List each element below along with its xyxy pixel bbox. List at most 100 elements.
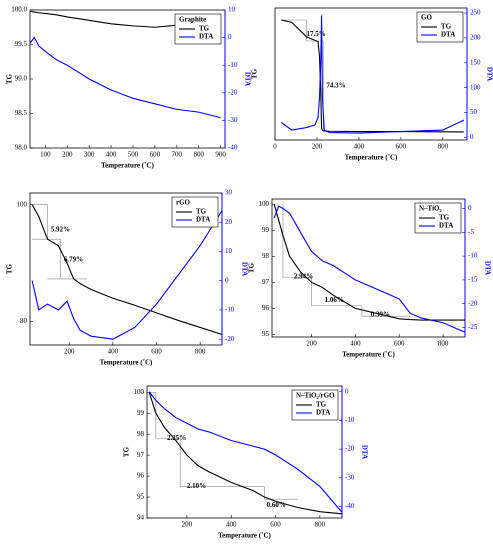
y-tick-label: 99 [137, 409, 145, 417]
y-tick-label: 97 [262, 278, 270, 286]
y2-tick-label: 0 [345, 387, 349, 395]
x-tick-label: 800 [438, 143, 449, 151]
y-axis-label: TG [123, 446, 131, 457]
x-tick-label: 300 [84, 151, 95, 159]
x-tick-label: 0 [273, 143, 277, 151]
y-axis-label: TG [6, 73, 14, 84]
x-tick-label: 600 [394, 340, 405, 348]
x-tick-label: 400 [226, 521, 237, 529]
annotation: 5.92% [51, 225, 70, 233]
x-axis-label: Temperature (˚C) [218, 532, 271, 540]
y2-axis-label: DTA [360, 445, 368, 459]
legend-title: Graphite [179, 16, 206, 24]
y2-tick-label: -25 [468, 323, 478, 331]
y-tick-label: 100 [259, 200, 270, 208]
x-tick-label: 200 [182, 521, 193, 529]
annotation: 2.10% [187, 482, 206, 490]
y2-tick-label: 150 [470, 58, 481, 66]
y2-tick-label: -5 [468, 228, 474, 236]
x-tick-label: 600 [270, 521, 281, 529]
legend-title: N–TiO₂/rGO [296, 392, 335, 400]
x-tick-label: 200 [312, 143, 323, 151]
x-tick-label: 600 [396, 143, 407, 151]
x-tick-label: 800 [193, 151, 204, 159]
series-line [148, 392, 343, 515]
x-tick-label: 500 [128, 151, 139, 159]
legend-label: TG [196, 208, 207, 216]
y2-axis-label: DTA [483, 261, 491, 275]
y2-tick-label: 250 [470, 9, 481, 17]
series-line [31, 210, 223, 340]
legend-label: TG [199, 25, 210, 33]
legend-label: DTA [196, 216, 210, 224]
y-tick-label: 100 [134, 388, 145, 396]
y2-tick-label: 200 [470, 33, 481, 41]
y2-tick-label: -10 [345, 416, 355, 424]
x-axis-label: Temperature (˚C) [100, 359, 153, 367]
x-tick-label: 200 [306, 340, 317, 348]
y-tick-label: 97 [137, 451, 145, 459]
annotation: 1.06% [325, 296, 344, 304]
series-line [29, 36, 221, 119]
x-tick-label: 600 [151, 348, 162, 356]
x-axis-label: Temperature (˚C) [101, 162, 154, 170]
y2-tick-label: -40 [228, 144, 238, 152]
y-tick-label: 98 [262, 252, 270, 260]
y2-tick-label: -20 [345, 445, 355, 453]
annotation: 74.3% [326, 82, 345, 90]
legend-label: DTA [316, 409, 330, 417]
annotation: 6.79% [64, 255, 83, 263]
y2-tick-label: 10 [225, 247, 233, 255]
y-tick-label: 100 [17, 200, 28, 208]
y-axis-label: TG [248, 262, 256, 273]
x-axis-label: Temperature (˚C) [345, 154, 398, 162]
series-line [148, 391, 343, 513]
y-axis-label: TG [6, 263, 14, 274]
y-tick-label: 100.0 [11, 6, 27, 14]
x-tick-label: 700 [172, 151, 183, 159]
legend-label: TG [441, 23, 452, 31]
x-tick-label: 200 [62, 151, 73, 159]
y2-tick-label: -30 [345, 473, 355, 481]
x-tick-label: 800 [195, 348, 206, 356]
y2-tick-label: 20 [225, 218, 233, 226]
x-tick-label: 400 [108, 348, 119, 356]
x-tick-label: 400 [350, 340, 361, 348]
y-tick-label: 98 [137, 430, 145, 438]
y2-tick-label: -20 [468, 299, 478, 307]
y-tick-label: 99.0 [15, 75, 28, 83]
y2-tick-label: 0 [470, 133, 474, 141]
annotation: 0.60% [267, 501, 286, 509]
legend-label: DTA [199, 33, 213, 41]
y2-axis-label: DTA [485, 67, 493, 81]
x-tick-label: 400 [354, 143, 365, 151]
y-tick-label: 95 [262, 330, 270, 338]
legend-title: GO [421, 14, 432, 22]
legend-label: DTA [441, 31, 455, 39]
y-tick-label: 95 [137, 493, 145, 501]
y2-tick-label: 0 [225, 276, 229, 284]
legend-label: TG [316, 401, 327, 409]
y2-axis-label: DTA [243, 72, 251, 86]
y-tick-label: 98.5 [15, 109, 28, 117]
x-tick-label: 600 [150, 151, 161, 159]
x-tick-label: 800 [315, 521, 326, 529]
x-tick-label: 900 [215, 151, 226, 159]
y2-tick-label: -20 [225, 335, 235, 343]
y2-tick-label: 10 [228, 6, 236, 14]
y2-tick-label: 0 [468, 204, 472, 212]
y-tick-label: 94 [137, 514, 145, 522]
x-tick-label: 800 [438, 340, 449, 348]
x-tick-label: 200 [64, 348, 75, 356]
series-line [280, 15, 465, 134]
y2-tick-label: -10 [225, 306, 235, 314]
y2-tick-label: -40 [345, 502, 355, 510]
series-line [31, 204, 223, 336]
y2-tick-label: -15 [468, 276, 478, 284]
y2-axis-label: DTA [240, 262, 248, 276]
y2-tick-label: 0 [228, 33, 232, 41]
legend-title: N–TiO₂ [419, 205, 442, 213]
y-tick-label: 98.0 [15, 144, 28, 152]
y-tick-label: 80 [20, 317, 28, 325]
